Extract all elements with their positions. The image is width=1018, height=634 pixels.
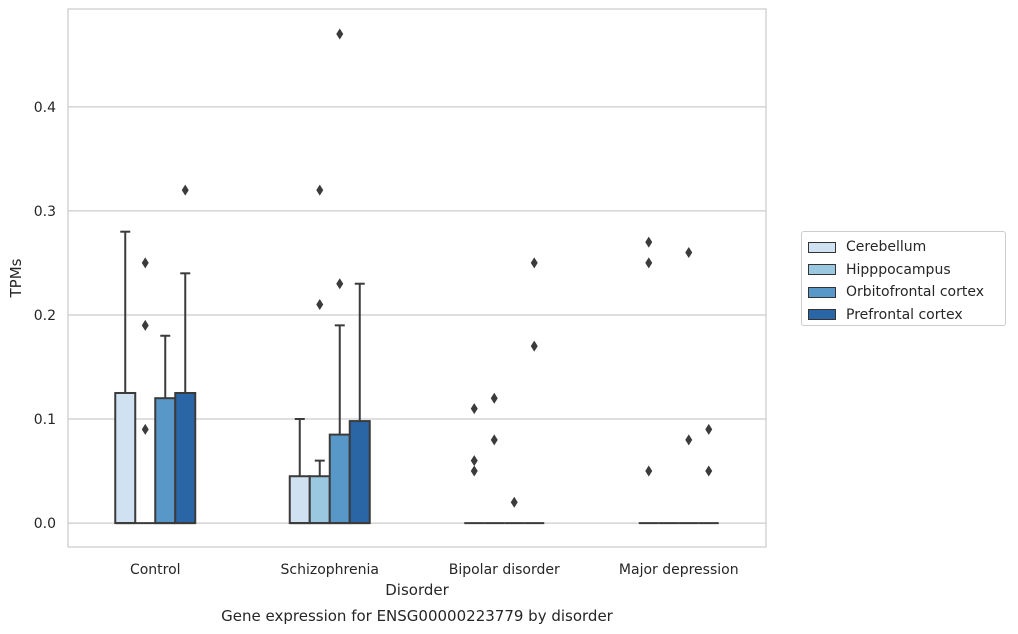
- legend-swatch-orbitofrontal: [808, 286, 836, 298]
- outlier-point: [316, 299, 324, 311]
- box-hipppocampus: [308, 184, 331, 525]
- box: [288, 475, 311, 525]
- x-tick-label: Major depression: [619, 562, 739, 578]
- legend-swatch-prefrontal: [808, 309, 836, 321]
- outlier-point: [685, 434, 693, 446]
- y-tick-label: 0.1: [34, 412, 56, 428]
- box-cerebellum: [288, 418, 311, 525]
- legend-item: Orbitofrontal cortex: [808, 281, 1005, 304]
- box-prefrontal-cortex: [348, 282, 371, 525]
- outlier-point: [530, 340, 538, 352]
- legend-item: Prefrontal cortex: [808, 304, 1005, 327]
- outlier-point: [685, 247, 693, 259]
- box-orbitofrontal-cortex: [678, 247, 699, 525]
- box: [114, 391, 137, 525]
- outlier-point: [141, 319, 149, 331]
- legend-item: Cerebellum: [808, 236, 1005, 259]
- plot-frame: [67, 8, 767, 548]
- box-prefrontal-cortex: [174, 184, 197, 525]
- box: [174, 391, 197, 525]
- x-tick-label: Bipolar disorder: [449, 562, 560, 578]
- box-cerebellum: [114, 230, 137, 525]
- box-orbitofrontal-cortex: [154, 334, 177, 525]
- outlier-point: [530, 257, 538, 269]
- outlier-point: [645, 465, 653, 477]
- outlier-point: [316, 184, 324, 196]
- box-hipppocampus: [135, 257, 156, 525]
- x-tick-label: Schizophrenia: [281, 562, 379, 578]
- outlier-point: [645, 236, 653, 248]
- outlier-point: [336, 278, 344, 290]
- box-cerebellum: [464, 403, 485, 525]
- box: [154, 397, 177, 525]
- y-axis-label: TPMs: [7, 258, 25, 298]
- legend-swatch-hippocampus: [808, 264, 836, 276]
- outlier-point: [490, 434, 498, 446]
- box: [328, 433, 351, 525]
- box-orbitofrontal-cortex: [328, 28, 351, 525]
- legend-label: Cerebellum: [846, 239, 927, 256]
- legend-label: Hipppocampus: [846, 261, 951, 278]
- outlier-point: [470, 465, 478, 477]
- x-ticks: Control Schizophrenia Bipolar disorder Majo…: [130, 562, 739, 578]
- y-tick-label: 0.3: [34, 204, 56, 220]
- outlier-point: [181, 184, 189, 196]
- outlier-point: [141, 257, 149, 269]
- x-tick-label: Control: [130, 562, 181, 578]
- outlier-point: [336, 28, 344, 40]
- legend: Cerebellum Hipppocampus Orbitofrontal co…: [801, 231, 1006, 326]
- box-prefrontal-cortex: [524, 257, 545, 525]
- box-prefrontal-cortex: [698, 423, 719, 525]
- legend-label: Prefrontal cortex: [846, 306, 963, 323]
- outlier-point: [490, 392, 498, 404]
- x-axis-label: Disorder: [385, 581, 449, 599]
- outlier-point: [470, 455, 478, 467]
- y-tick-label: 0.0: [34, 516, 56, 532]
- outlier-point: [510, 496, 518, 508]
- outlier-point: [645, 257, 653, 269]
- box: [348, 420, 371, 525]
- box-hipppocampus: [484, 392, 505, 525]
- legend-swatch-cerebellum: [808, 241, 836, 253]
- outlier-point: [705, 423, 713, 435]
- y-tick-label: 0.4: [34, 100, 56, 116]
- legend-label: Orbitofrontal cortex: [846, 284, 984, 301]
- box: [308, 475, 331, 525]
- box-orbitofrontal-cortex: [504, 496, 525, 525]
- outlier-point: [470, 403, 478, 415]
- box-cerebellum: [638, 236, 659, 525]
- y-tick-label: 0.2: [34, 308, 56, 324]
- legend-item: Hipppocampus: [808, 259, 1005, 282]
- outlier-point: [705, 465, 713, 477]
- outlier-point: [141, 423, 149, 435]
- y-ticks: 0.0 0.1 0.2 0.3 0.4: [34, 100, 56, 532]
- box-marks: [114, 28, 719, 525]
- figure-caption: Gene expression for ENSG00000223779 by d…: [221, 607, 613, 625]
